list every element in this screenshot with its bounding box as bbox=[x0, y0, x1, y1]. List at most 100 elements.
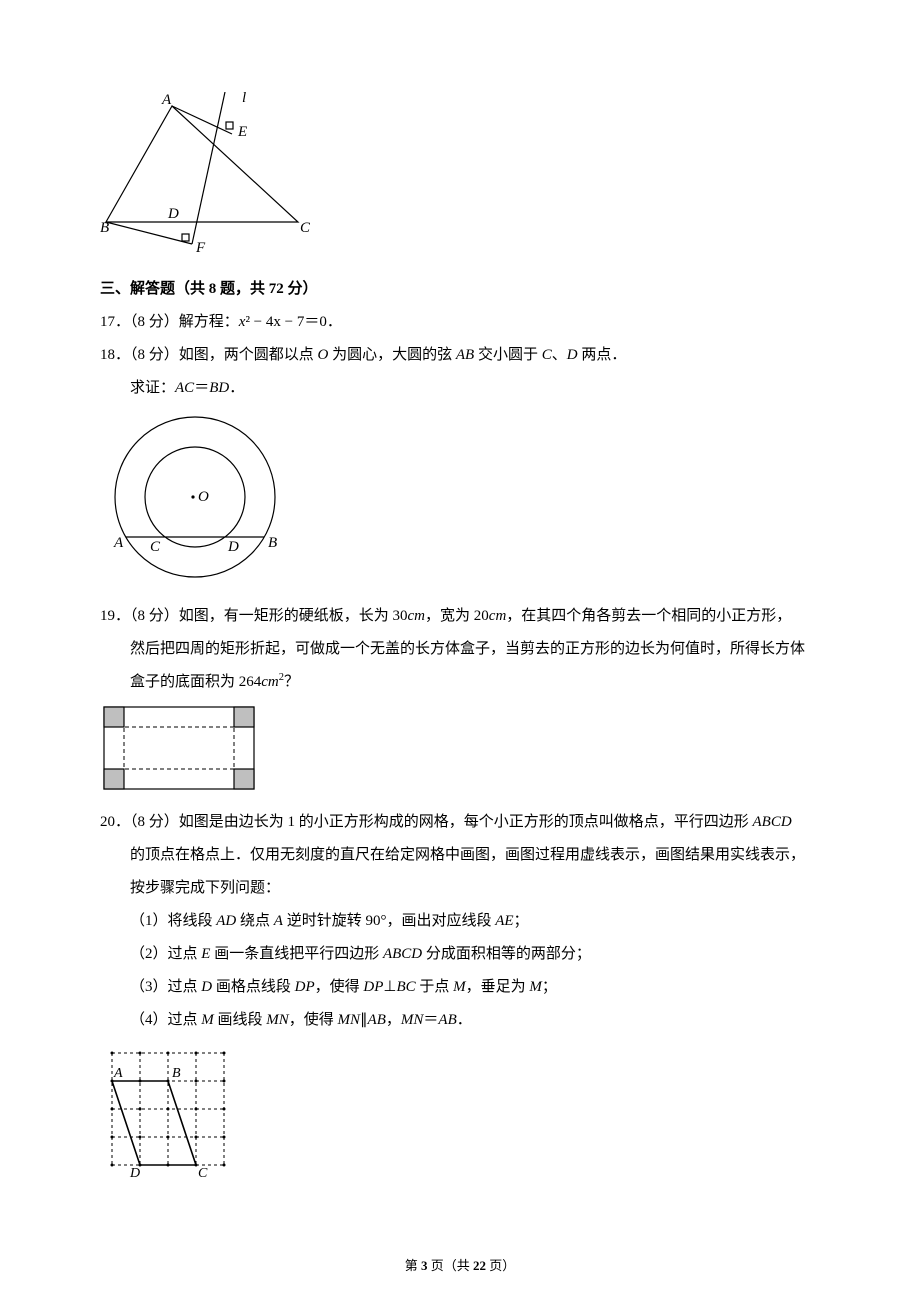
q19-line1: 19．（8 分）如图，有一矩形的硬纸板，长为 30cm，宽为 20cm，在其四个… bbox=[100, 600, 820, 633]
t: （1）将线段 bbox=[130, 913, 216, 929]
MN3: MN bbox=[401, 1012, 424, 1028]
AB2: AB bbox=[438, 1012, 456, 1028]
q18-line1: 18．（8 分）如图，两个圆都以点 O 为圆心，大圆的弦 AB 交小圆于 C、D… bbox=[100, 339, 820, 372]
t: ； bbox=[542, 979, 557, 995]
t: （2）过点 bbox=[130, 946, 201, 962]
t: ？ bbox=[284, 674, 299, 690]
q20-p2: （2）过点 E 画一条直线把平行四边形 ABCD 分成面积相等的两部分； bbox=[100, 938, 820, 971]
label-C: C bbox=[300, 220, 310, 236]
q20-line2: 的顶点在格点上．仅用无刻度的直尺在给定网格中画图，画图过程用虚线表示，画图结果用… bbox=[100, 839, 820, 872]
grid-C: C bbox=[198, 1166, 208, 1181]
t: 于点 bbox=[416, 979, 454, 995]
grid-B: B bbox=[172, 1066, 181, 1081]
t: 、 bbox=[552, 347, 567, 363]
t: ，垂足为 bbox=[466, 979, 530, 995]
figure-triangle: A B C D E F l bbox=[100, 92, 820, 267]
t: 画一条直线把平行四边形 bbox=[210, 946, 383, 962]
t: 逆时针旋转 90°，画出对应线段 bbox=[283, 913, 495, 929]
A: A bbox=[274, 913, 283, 929]
t: ，宽为 20 bbox=[425, 608, 489, 624]
label-E: E bbox=[237, 124, 247, 140]
t: 18．（8 分）如图，两个圆都以点 bbox=[100, 347, 318, 363]
label-A: A bbox=[161, 92, 172, 108]
q20-line1: 20．（8 分）如图是由边长为 1 的小正方形构成的网格，每个小正方形的顶点叫做… bbox=[100, 806, 820, 839]
ABCD: ABCD bbox=[383, 946, 422, 962]
f: 页） bbox=[486, 1258, 515, 1273]
t: 画线段 bbox=[214, 1012, 267, 1028]
AB: AB bbox=[368, 1012, 386, 1028]
cm: cm bbox=[261, 674, 279, 690]
q17-rest: ² − 4x − 7＝0． bbox=[245, 314, 341, 330]
DP2: DP bbox=[363, 979, 383, 995]
q20-p3: （3）过点 D 画格点线段 DP，使得 DP⊥BC 于点 M，垂足为 M； bbox=[100, 971, 820, 1004]
cm: cm bbox=[489, 608, 507, 624]
t: 求证： bbox=[130, 380, 175, 396]
grid-D: D bbox=[129, 1166, 140, 1181]
q20-p1: （1）将线段 AD 绕点 A 逆时针旋转 90°，画出对应线段 AE； bbox=[100, 905, 820, 938]
DP: DP bbox=[295, 979, 315, 995]
page: A B C D E F l 三、解答题（共 8 题，共 72 分） 17．（8 … bbox=[0, 0, 920, 1302]
D: D bbox=[567, 347, 578, 363]
t: 分成面积相等的两部分； bbox=[422, 946, 591, 962]
label-F: F bbox=[195, 240, 206, 256]
t: ． bbox=[229, 380, 244, 396]
t: ； bbox=[514, 913, 529, 929]
grid-A: A bbox=[113, 1066, 123, 1081]
M2: M bbox=[529, 979, 542, 995]
t: ∥ bbox=[360, 1012, 368, 1028]
q19-line3: 盒子的底面积为 264cm2？ bbox=[100, 666, 820, 699]
t: （4）过点 bbox=[130, 1012, 201, 1028]
label-C: C bbox=[150, 539, 161, 555]
t: 交小圆于 bbox=[474, 347, 542, 363]
label-B: B bbox=[268, 535, 277, 551]
ABCD: ABCD bbox=[753, 814, 792, 830]
t: ，使得 bbox=[289, 1012, 338, 1028]
t: ＝ bbox=[423, 1012, 438, 1028]
figure-grid: A B C D bbox=[100, 1041, 820, 1186]
t: 盒子的底面积为 264 bbox=[130, 674, 261, 690]
label-l: l bbox=[242, 92, 246, 106]
figure-circles: O A B C D bbox=[100, 409, 820, 594]
label-D: D bbox=[227, 539, 239, 555]
AE: AE bbox=[495, 913, 513, 929]
t: 绕点 bbox=[236, 913, 274, 929]
q20-p4: （4）过点 M 画线段 MN，使得 MN∥AB，MN＝AB． bbox=[100, 1004, 820, 1037]
t: （3）过点 bbox=[130, 979, 201, 995]
M: M bbox=[453, 979, 466, 995]
C: C bbox=[542, 347, 552, 363]
section-3-title: 三、解答题（共 8 题，共 72 分） bbox=[100, 273, 820, 306]
MN: MN bbox=[266, 1012, 289, 1028]
t: 20．（8 分）如图是由边长为 1 的小正方形构成的网格，每个小正方形的顶点叫做… bbox=[100, 814, 753, 830]
t: ⊥ bbox=[383, 979, 396, 995]
BC: BC bbox=[396, 979, 415, 995]
t: ＝ bbox=[194, 380, 209, 396]
page-footer: 第 3 页（共 22 页） bbox=[0, 1255, 920, 1274]
D: D bbox=[201, 979, 212, 995]
q18-line2: 求证：AC＝BD． bbox=[100, 372, 820, 405]
O: O bbox=[318, 347, 329, 363]
MN2: MN bbox=[338, 1012, 361, 1028]
q17-prefix: 17．（8 分）解方程： bbox=[100, 314, 239, 330]
f: 第 bbox=[405, 1258, 421, 1273]
t: 两点． bbox=[578, 347, 627, 363]
M: M bbox=[201, 1012, 214, 1028]
t: ， bbox=[386, 1012, 401, 1028]
label-B: B bbox=[100, 220, 109, 236]
q20-line3: 按步骤完成下列问题： bbox=[100, 872, 820, 905]
t: ，使得 bbox=[315, 979, 364, 995]
q19-line2: 然后把四周的矩形折起，可做成一个无盖的长方体盒子，当剪去的正方形的边长为何值时，… bbox=[100, 633, 820, 666]
t: 为圆心，大圆的弦 bbox=[328, 347, 456, 363]
f: 页（共 bbox=[427, 1258, 473, 1273]
t: ． bbox=[457, 1012, 472, 1028]
q17: 17．（8 分）解方程：x² − 4x − 7＝0． bbox=[100, 306, 820, 339]
label-A: A bbox=[113, 535, 124, 551]
page-total: 22 bbox=[473, 1258, 486, 1273]
label-O: O bbox=[198, 489, 209, 505]
t: 19．（8 分）如图，有一矩形的硬纸板，长为 30 bbox=[100, 608, 408, 624]
cm: cm bbox=[408, 608, 426, 624]
BD: BD bbox=[209, 380, 229, 396]
AC: AC bbox=[175, 380, 194, 396]
label-D: D bbox=[167, 206, 179, 222]
figure-rect bbox=[100, 703, 820, 800]
t: ，在其四个角各剪去一个相同的小正方形， bbox=[506, 608, 791, 624]
